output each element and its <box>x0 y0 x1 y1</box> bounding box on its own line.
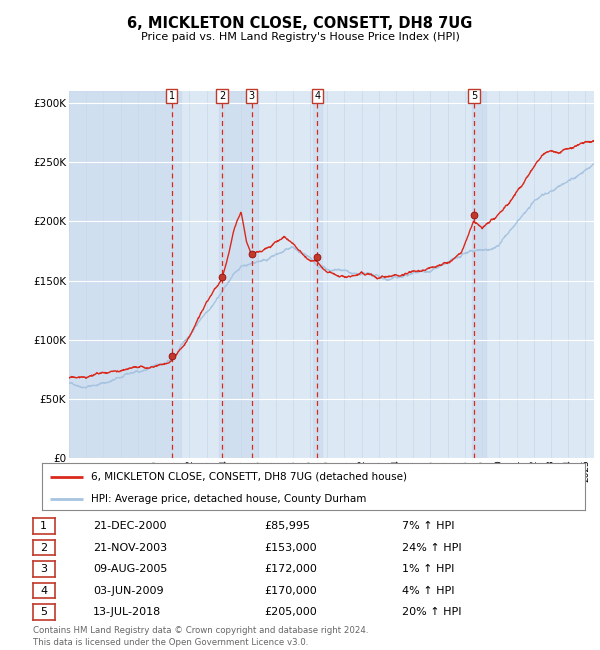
Text: Price paid vs. HM Land Registry's House Price Index (HPI): Price paid vs. HM Land Registry's House … <box>140 32 460 42</box>
Text: 1: 1 <box>169 91 175 101</box>
Bar <box>472 91 485 458</box>
Bar <box>313 91 322 458</box>
Text: £172,000: £172,000 <box>264 564 317 574</box>
Text: 4: 4 <box>40 586 47 595</box>
Text: 6, MICKLETON CLOSE, CONSETT, DH8 7UG: 6, MICKLETON CLOSE, CONSETT, DH8 7UG <box>127 16 473 31</box>
Text: 03-JUN-2009: 03-JUN-2009 <box>93 586 164 595</box>
Text: 21-DEC-2000: 21-DEC-2000 <box>93 521 167 531</box>
Text: 5: 5 <box>40 607 47 617</box>
Text: Contains HM Land Registry data © Crown copyright and database right 2024.: Contains HM Land Registry data © Crown c… <box>33 626 368 635</box>
Text: 7% ↑ HPI: 7% ↑ HPI <box>402 521 455 531</box>
Text: 3: 3 <box>40 564 47 574</box>
Text: 09-AUG-2005: 09-AUG-2005 <box>93 564 167 574</box>
Text: £205,000: £205,000 <box>264 607 317 617</box>
Text: 3: 3 <box>248 91 254 101</box>
Bar <box>219 91 259 458</box>
Text: 24% ↑ HPI: 24% ↑ HPI <box>402 543 461 552</box>
Text: 21-NOV-2003: 21-NOV-2003 <box>93 543 167 552</box>
Text: This data is licensed under the Open Government Licence v3.0.: This data is licensed under the Open Gov… <box>33 638 308 647</box>
Text: £170,000: £170,000 <box>264 586 317 595</box>
Text: 2: 2 <box>219 91 225 101</box>
Text: 13-JUL-2018: 13-JUL-2018 <box>93 607 161 617</box>
Text: 1% ↑ HPI: 1% ↑ HPI <box>402 564 454 574</box>
Text: 1: 1 <box>40 521 47 531</box>
Text: 4% ↑ HPI: 4% ↑ HPI <box>402 586 455 595</box>
Text: 6, MICKLETON CLOSE, CONSETT, DH8 7UG (detached house): 6, MICKLETON CLOSE, CONSETT, DH8 7UG (de… <box>91 471 407 482</box>
Text: HPI: Average price, detached house, County Durham: HPI: Average price, detached house, Coun… <box>91 493 366 504</box>
Text: 5: 5 <box>471 91 477 101</box>
Text: 20% ↑ HPI: 20% ↑ HPI <box>402 607 461 617</box>
Text: 4: 4 <box>314 91 320 101</box>
Bar <box>69 91 181 458</box>
Text: £153,000: £153,000 <box>264 543 317 552</box>
Text: 2: 2 <box>40 543 47 552</box>
Text: £85,995: £85,995 <box>264 521 310 531</box>
